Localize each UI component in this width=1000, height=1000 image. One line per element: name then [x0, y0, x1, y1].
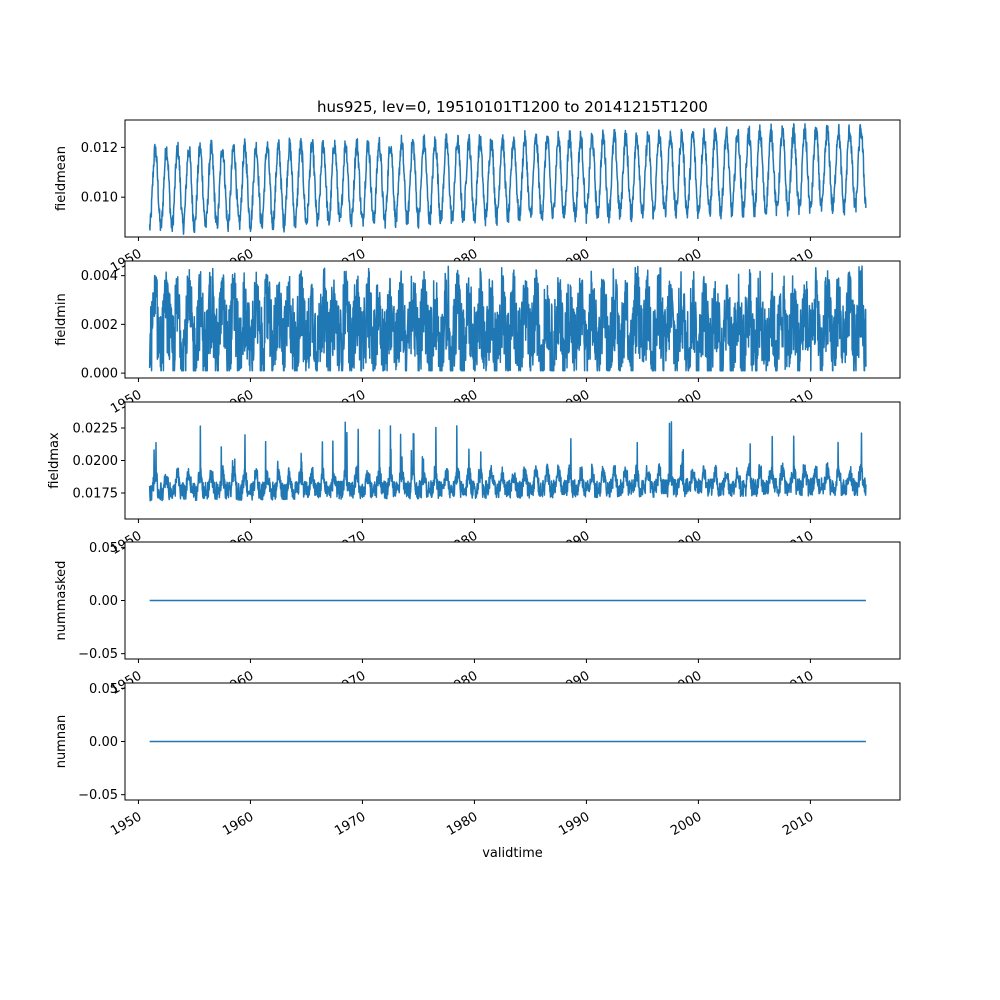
y-tick-label: 0.012: [81, 141, 118, 156]
series-line-fieldmax: [148, 421, 867, 502]
y-tick-label: 0.05: [89, 541, 118, 556]
y-axis-label: numnan: [54, 715, 69, 769]
y-tick-label: −0.05: [78, 788, 118, 803]
y-tick-label: 0.00: [89, 735, 118, 750]
y-tick-label: 0.000: [81, 367, 118, 382]
plot-frame: [124, 260, 901, 379]
y-axis-label: fieldmax: [47, 432, 62, 489]
y-tick-label: 0.00: [89, 594, 118, 609]
y-tick-label: 0.010: [81, 191, 118, 206]
y-tick-label: 0.0225: [73, 422, 119, 437]
y-tick-label: 0.0200: [73, 454, 119, 469]
y-tick-label: 0.004: [81, 269, 118, 284]
x-axis-label: validtime: [482, 846, 543, 861]
y-axis-label: fieldmean: [54, 146, 69, 211]
y-axis-label: fieldmin: [54, 293, 69, 346]
axes-background: [125, 402, 900, 519]
y-tick-label: 0.002: [81, 318, 118, 333]
series-line-fieldmean: [148, 123, 867, 235]
plot-frame: [124, 119, 901, 238]
y-tick-label: 0.05: [89, 682, 118, 697]
chart-title: hus925, lev=0, 19510101T1200 to 20141215…: [317, 98, 708, 116]
y-axis-label: nummasked: [54, 561, 69, 641]
y-tick-label: 0.0175: [73, 487, 119, 502]
y-tick-label: −0.05: [78, 647, 118, 662]
series-line-fieldmin: [148, 265, 867, 372]
